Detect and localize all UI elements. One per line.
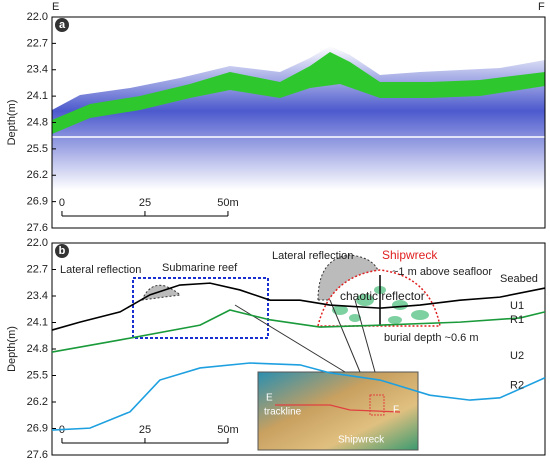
scale-label: 50m — [217, 197, 238, 209]
annotation: chaotic reflector — [340, 289, 425, 303]
y-tick-label: 25.5 — [27, 369, 48, 381]
annotation: E — [266, 393, 273, 404]
y-tick-label: 24.8 — [27, 116, 48, 128]
left-label: E — [52, 1, 59, 13]
y-tick-label: 22.7 — [27, 263, 48, 275]
y-tick-label: 26.2 — [27, 396, 48, 408]
scale-label: 25 — [139, 197, 151, 209]
annotations: Lateral reflection Submarine reef Latera… — [52, 1, 545, 446]
panel-badge — [55, 18, 69, 32]
annotation: Shipwreck — [382, 248, 438, 262]
annotation: Lateral reflection — [272, 250, 353, 262]
y-tick-label: 22.7 — [27, 37, 48, 49]
y-tick-label: 24.1 — [27, 316, 48, 328]
panel-label: b — [59, 245, 66, 257]
y-tick-label: 25.5 — [27, 143, 48, 155]
annotation: Lateral reflection — [60, 264, 141, 276]
series-label: Seabed — [500, 273, 538, 285]
scale-label: 25 — [139, 424, 151, 436]
y-tick-label: 26.2 — [27, 169, 48, 181]
right-label: F — [538, 1, 545, 13]
y-axis-label: Depth(m) — [6, 326, 18, 372]
annotation: burial depth ~0.6 m — [384, 332, 478, 344]
series-line — [51, 362, 546, 431]
annotation: Submarine reef — [162, 262, 238, 274]
panel-badge — [55, 244, 69, 258]
annotation: ~1 m above seafloor — [392, 266, 492, 278]
series-label: R1 — [510, 314, 524, 326]
series-label: R2 — [510, 380, 524, 392]
sonar-image — [52, 46, 545, 190]
y-tick-label: 26.9 — [27, 422, 48, 434]
annotation: Shipwreck — [338, 435, 385, 446]
y-tick-label: 23.4 — [27, 290, 48, 302]
y-tick-label: 26.9 — [27, 196, 48, 208]
y-tick-label: 23.4 — [27, 64, 48, 76]
y-tick-label: 27.6 — [27, 222, 48, 234]
scale-label: 50m — [217, 424, 238, 436]
annotation: F — [393, 405, 399, 416]
annotation: U1 — [510, 300, 524, 312]
y-tick-label: 22.0 — [27, 237, 48, 249]
y-tick-label: 22.0 — [27, 11, 48, 23]
interpretation-shapes — [132, 254, 441, 451]
y-tick-label: 24.8 — [27, 343, 48, 355]
panel-label: a — [59, 19, 66, 31]
y-axis-label: Depth(m) — [6, 100, 18, 146]
y-tick-label: 24.1 — [27, 90, 48, 102]
series-line — [51, 309, 546, 353]
series-line — [51, 282, 546, 331]
annotation: U2 — [510, 350, 524, 362]
y-tick-label: 27.6 — [27, 449, 48, 461]
scale-label: 0 — [59, 197, 65, 209]
annotation: trackline — [264, 407, 302, 418]
